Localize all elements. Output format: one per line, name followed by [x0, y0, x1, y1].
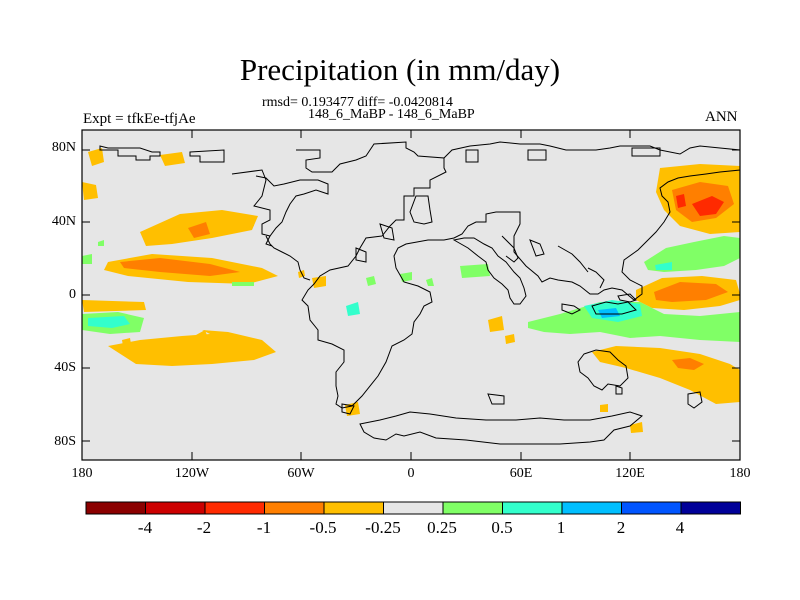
colorbar-label: 1: [556, 518, 566, 537]
colorbar-label: -0.5: [309, 518, 337, 537]
colorbar-swatch: [85, 501, 146, 515]
colorbar-label: 2: [616, 518, 626, 537]
colorbar-label: 0.5: [491, 518, 513, 537]
colorbar-label: -1: [256, 518, 272, 537]
experiment-label: Expt = tfkEe-tfjAe: [83, 111, 196, 127]
colorbar-swatch: [561, 501, 622, 515]
axis-ticks: [81, 130, 741, 460]
colorbar-swatch: [204, 501, 265, 515]
lat-tick-label: 0: [69, 287, 76, 302]
lon-tick-label: 60E: [509, 466, 533, 481]
lon-tick-label: 180: [71, 466, 93, 481]
lon-tick-label: 120W: [174, 466, 210, 481]
lon-tick-label: 120E: [615, 466, 645, 481]
colorbar-label: 4: [675, 518, 685, 537]
colorbar-label: -0.25: [365, 518, 401, 537]
lon-tick-label: 0: [407, 466, 415, 481]
lat-tick-label: 80S: [54, 434, 76, 449]
colorbar-swatch: [323, 501, 384, 515]
colorbar-swatch: [621, 501, 682, 515]
colorbar: [85, 501, 741, 515]
colorbar-label: -2: [196, 518, 212, 537]
colorbar-label: -4: [137, 518, 153, 537]
map-subtitle: 148_6_MaBP - 148_6_MaBP: [308, 107, 475, 122]
colorbar-swatch: [502, 501, 563, 515]
positive-anomaly-regions: [82, 236, 740, 342]
colorbar-label: 0.25: [427, 518, 457, 537]
lat-tick-label: 40S: [54, 360, 76, 375]
colorbar-swatch: [680, 501, 741, 515]
negative-anomaly-regions: [82, 148, 740, 433]
colorbar-swatch: [145, 501, 206, 515]
lat-tick-label: 80N: [51, 140, 76, 155]
lon-tick-label: 180: [729, 466, 751, 481]
colorbar-swatch: [383, 501, 444, 515]
colorbar-swatch: [264, 501, 325, 515]
colorbar-swatch: [442, 501, 503, 515]
coastline-outlines: [99, 141, 741, 445]
season-label: ANN: [705, 109, 738, 125]
lat-tick-label: 40N: [51, 214, 76, 229]
stats-line: rmsd= 0.193477 diff= -0.0420814: [262, 95, 453, 110]
map-title: Precipitation (in mm/day): [239, 52, 561, 87]
lon-tick-label: 60W: [287, 466, 315, 481]
